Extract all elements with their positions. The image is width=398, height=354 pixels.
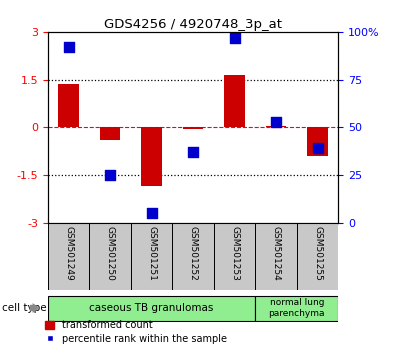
- Bar: [255, 296, 338, 321]
- Bar: [48, 223, 89, 290]
- Bar: [131, 223, 172, 290]
- Bar: [58, 84, 79, 127]
- Bar: [172, 223, 214, 290]
- Text: cell type: cell type: [2, 303, 47, 313]
- Bar: [297, 223, 338, 290]
- Text: GSM501252: GSM501252: [189, 227, 197, 281]
- Point: [107, 172, 113, 178]
- Point: [148, 211, 155, 216]
- Title: GDS4256 / 4920748_3p_at: GDS4256 / 4920748_3p_at: [104, 18, 282, 31]
- Bar: [89, 223, 131, 290]
- Point: [231, 35, 238, 40]
- Text: normal lung
parenchyma: normal lung parenchyma: [269, 298, 325, 318]
- Bar: [141, 127, 162, 186]
- Bar: [265, 126, 287, 127]
- Text: GSM501255: GSM501255: [313, 227, 322, 281]
- Legend: transformed count, percentile rank within the sample: transformed count, percentile rank withi…: [45, 320, 227, 344]
- Point: [314, 145, 321, 151]
- Point: [190, 149, 196, 155]
- Bar: [307, 127, 328, 156]
- Text: caseous TB granulomas: caseous TB granulomas: [89, 303, 214, 313]
- Bar: [214, 223, 255, 290]
- Text: GSM501250: GSM501250: [105, 227, 115, 281]
- Point: [65, 44, 72, 50]
- Text: GSM501251: GSM501251: [147, 227, 156, 281]
- Bar: [255, 223, 297, 290]
- Point: [273, 119, 279, 125]
- Bar: [183, 127, 203, 129]
- Text: GSM501254: GSM501254: [271, 227, 281, 281]
- Bar: [48, 296, 255, 321]
- Text: GSM501249: GSM501249: [64, 227, 73, 281]
- Text: GSM501253: GSM501253: [230, 227, 239, 281]
- Bar: [100, 127, 120, 140]
- Bar: [224, 75, 245, 127]
